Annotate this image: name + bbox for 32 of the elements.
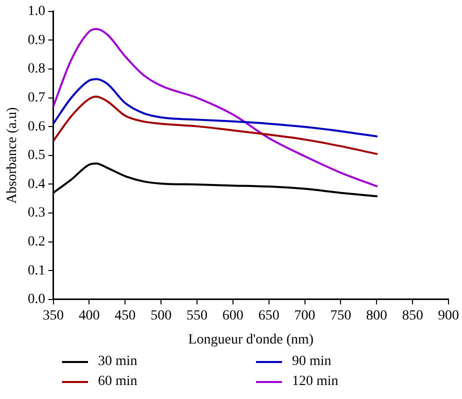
- y-tick-label: 0.9: [28, 32, 46, 48]
- y-tick-label: 1.0: [28, 4, 46, 20]
- y-tick-label: 0.6: [28, 119, 46, 134]
- legend-label: 30 min: [98, 354, 138, 370]
- y-axis-title: Absorbance (a.u): [5, 106, 20, 204]
- y-tick-label: 0.8: [28, 62, 46, 77]
- line-series: [53, 28, 378, 188]
- legend-label: 90 min: [292, 354, 332, 370]
- x-tick-label: 600: [222, 308, 244, 324]
- y-tick-label: 0.4: [28, 176, 46, 192]
- line-series: [53, 96, 378, 155]
- x-tick-label: 700: [294, 308, 316, 324]
- x-tick-label: 500: [150, 308, 172, 324]
- y-tick-label: 0.2: [28, 234, 46, 250]
- x-tick-label: 400: [78, 308, 100, 324]
- x-tick-label: 650: [258, 308, 280, 324]
- legend-label: 60 min: [98, 374, 138, 390]
- y-tick-label: 0.0: [28, 292, 46, 308]
- y-tick-label: 0.5: [28, 148, 46, 164]
- line-series: [53, 78, 378, 138]
- x-tick-label: 550: [186, 308, 208, 324]
- y-tick-label: 0.7: [28, 90, 46, 106]
- legend-label: 120 min: [292, 374, 338, 390]
- x-tick-label: 350: [42, 308, 64, 324]
- x-tick-label: 450: [114, 308, 136, 324]
- x-tick-label: 750: [330, 308, 352, 324]
- y-tick-label: 0.3: [28, 206, 46, 221]
- x-tick-label: 900: [438, 308, 459, 324]
- x-tick-label: 800: [366, 308, 388, 324]
- y-tick-label: 0.1: [28, 263, 46, 278]
- x-tick-label: 850: [402, 308, 424, 324]
- x-axis-title: Longueur d'onde (nm): [188, 332, 314, 348]
